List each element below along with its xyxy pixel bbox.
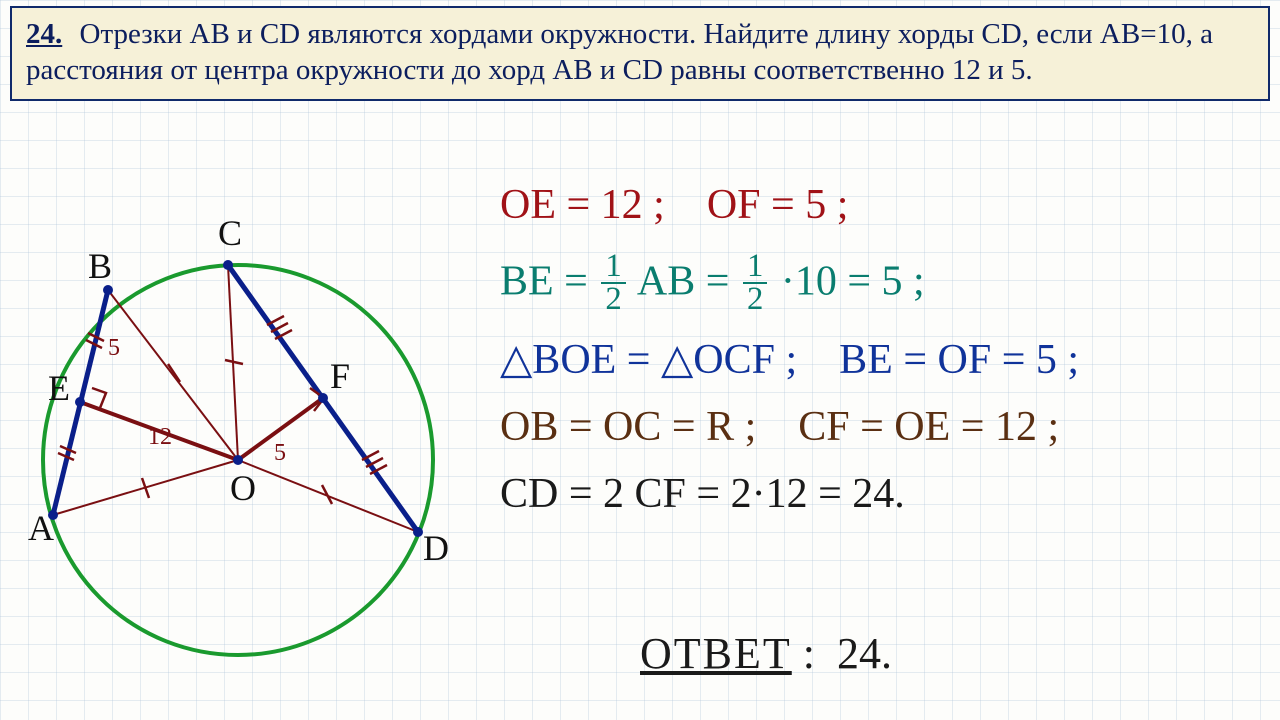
svg-text:5: 5	[274, 440, 286, 466]
step-3: △BOE = △OCF ; BE = OF = 5 ;	[500, 339, 1260, 382]
step-4: OB = OC = R ; CF = OE = 12 ;	[500, 406, 1260, 449]
right-angle-marks	[92, 388, 324, 411]
problem-box: 24. Отрезки AB и CD являются хордами окр…	[10, 6, 1270, 101]
svg-text:B: B	[88, 246, 112, 286]
svg-text:D: D	[423, 528, 449, 568]
svg-text:5: 5	[108, 335, 120, 361]
solution-steps: OE = 12 ; OF = 5 ; BE = 12 AB = 12 ·10 =…	[500, 176, 1260, 540]
svg-text:C: C	[218, 213, 242, 253]
svg-text:F: F	[330, 356, 350, 396]
svg-text:E: E	[48, 368, 70, 408]
svg-text:O: O	[230, 468, 256, 508]
answer-value: 24.	[837, 629, 892, 678]
step-2: BE = 12 AB = 12 ·10 = 5 ;	[500, 251, 1260, 315]
answer-label: ОТВЕТ	[640, 629, 792, 678]
geometry-diagram: A B C D E F O 12 5 5	[18, 160, 458, 700]
problem-number: 24.	[26, 18, 62, 50]
perp-group	[80, 398, 323, 460]
svg-text:A: A	[28, 508, 54, 548]
answer-line: ОТВЕТ : 24.	[640, 628, 892, 679]
svg-text:12: 12	[148, 424, 172, 450]
step-1: OE = 12 ; OF = 5 ;	[500, 184, 1260, 227]
problem-text: Отрезки AB и CD являются хордами окружно…	[26, 18, 1213, 86]
step-5: CD = 2 CF = 2·12 = 24.	[500, 473, 1260, 516]
